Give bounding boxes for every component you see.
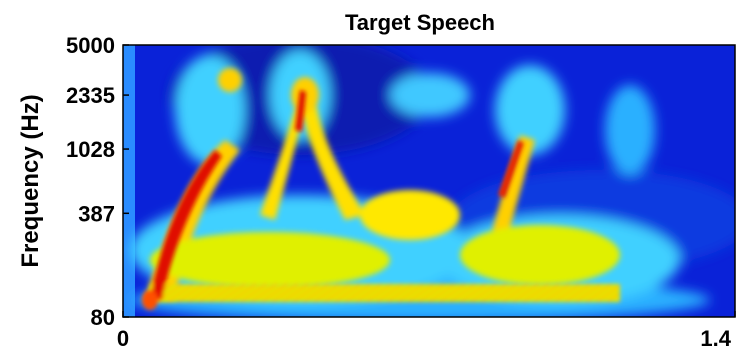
y-tick-label: 2335 [66,83,115,108]
chart-title: Target Speech [345,10,495,35]
y-tick-label: 5000 [66,33,115,58]
spectrogram-image [123,45,735,317]
y-axis-label: Frequency (Hz) [17,94,44,267]
x-axis-ticks: 0 1.4 [117,311,736,351]
y-tick-label: 1028 [66,137,115,162]
x-tick-label: 1.4 [700,326,731,351]
x-tick-label: 0 [117,326,129,351]
y-tick-label: 387 [78,201,115,226]
plot-frame [122,44,736,318]
y-tick-label: 80 [91,305,115,330]
y-axis-ticks: 80 387 1028 2335 5000 [66,33,129,330]
